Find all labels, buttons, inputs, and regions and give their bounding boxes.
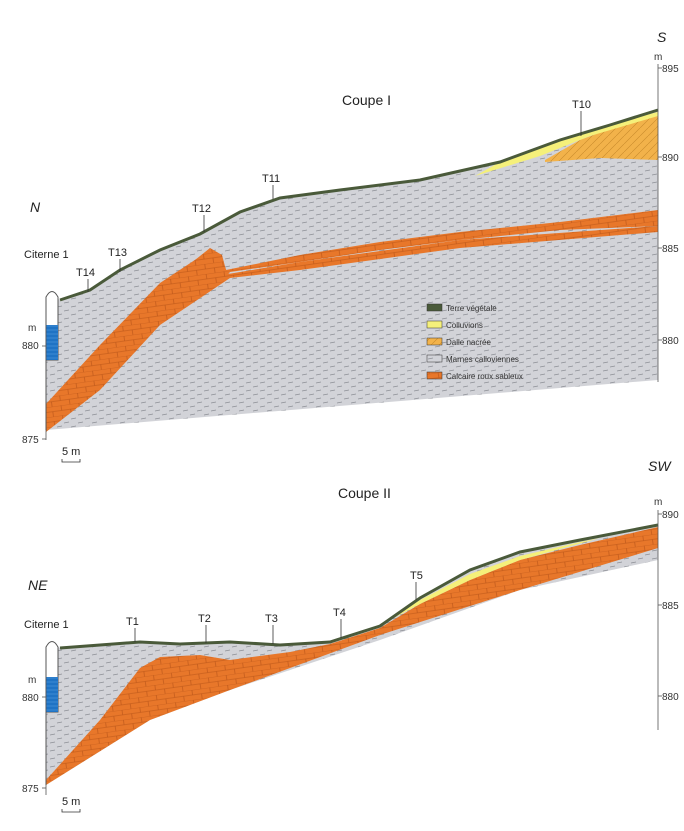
- coupe1-citerne-label: Citerne 1: [24, 249, 69, 261]
- coupe2-orient-left: NE: [28, 577, 48, 593]
- coupe-1: m 880 875 m 895 890 885 880 Coupe I N S …: [22, 29, 679, 463]
- coupe1-left-tick-880: 880: [22, 341, 39, 352]
- coupe2-orient-right: SW: [648, 458, 672, 474]
- trench-label-t11: T11: [262, 173, 280, 185]
- coupe1-right-tick-885: 885: [662, 244, 679, 255]
- coupe1-colluvions-layer: [475, 112, 658, 176]
- coupe2-terre-vegetale: [59, 523, 659, 650]
- legend-swatch-calcaire: [426, 371, 443, 380]
- legend-swatch-colluvions: [426, 320, 443, 329]
- coupe1-orient-left: N: [30, 199, 41, 215]
- coupe1-right-tick-890: 890: [662, 153, 679, 164]
- legend-swatch-dalle: [426, 337, 443, 346]
- coupe1-scale-bar: [61, 459, 81, 463]
- trench-label-t13: T13: [108, 247, 127, 259]
- coupe2-scale-bar: [61, 809, 81, 813]
- coupe2-left-tick-880: 880: [22, 693, 39, 704]
- coupe1-left-axis-unit: m: [28, 323, 36, 334]
- coupe1-scale-label: 5 m: [62, 446, 80, 458]
- coupe1-orient-right: S: [657, 29, 667, 45]
- coupe1-title: Coupe I: [342, 92, 391, 108]
- legend-label-calcaire: Calcaire roux sableux: [446, 372, 523, 381]
- coupe1-dalle-layer: [545, 112, 658, 162]
- coupe1-marnes-layer: [46, 110, 658, 430]
- legend-swatch-marnes: [426, 354, 443, 363]
- trench-label-t2: T2: [198, 613, 211, 625]
- coupe2-right-axis-unit: m: [654, 497, 662, 508]
- legend: Terre végétale Colluvions Dalle nacrée M…: [426, 303, 523, 381]
- coupe2-title: Coupe II: [338, 485, 391, 501]
- trench-label-t14: T14: [76, 267, 95, 279]
- coupe2-citerne-water: [46, 677, 58, 712]
- legend-swatch-terre: [426, 303, 443, 312]
- trench-label-t1: T1: [126, 616, 139, 628]
- coupe2-right-tick-885: 885: [662, 601, 679, 612]
- coupe1-right-tick-895: 895: [662, 64, 679, 75]
- coupe2-calcaire-layer: [46, 527, 658, 785]
- legend-label-marnes: Marnes calloviennes: [446, 355, 519, 364]
- trench-label-t10: T10: [572, 99, 591, 111]
- coupe1-citerne-water: [46, 325, 58, 360]
- legend-label-terre: Terre végétale: [446, 304, 497, 313]
- trench-label-t3: T3: [265, 613, 278, 625]
- coupe2-scale-label: 5 m: [62, 796, 80, 808]
- trench-label-t12: T12: [192, 203, 211, 215]
- coupe1-right-axis-unit: m: [654, 52, 662, 63]
- coupe2-left-axis-unit: m: [28, 675, 36, 686]
- coupe1-right-tick-880: 880: [662, 336, 679, 347]
- coupe2-right-tick-880: 880: [662, 692, 679, 703]
- trench-label-t5: T5: [410, 570, 423, 582]
- coupe2-citerne-label: Citerne 1: [24, 619, 69, 631]
- coupe1-calcaire-lower: [46, 226, 658, 432]
- coupe2-right-tick-890: 890: [662, 510, 679, 521]
- trench-label-t4: T4: [333, 607, 346, 619]
- legend-label-colluvions: Colluvions: [446, 321, 483, 330]
- coupe2-left-tick-875: 875: [22, 784, 39, 795]
- coupe-2: m 880 875 m 890 885 880 Coupe II NE SW C…: [22, 458, 679, 813]
- legend-label-dalle: Dalle nacrée: [446, 338, 491, 347]
- coupe1-left-tick-875: 875: [22, 435, 39, 446]
